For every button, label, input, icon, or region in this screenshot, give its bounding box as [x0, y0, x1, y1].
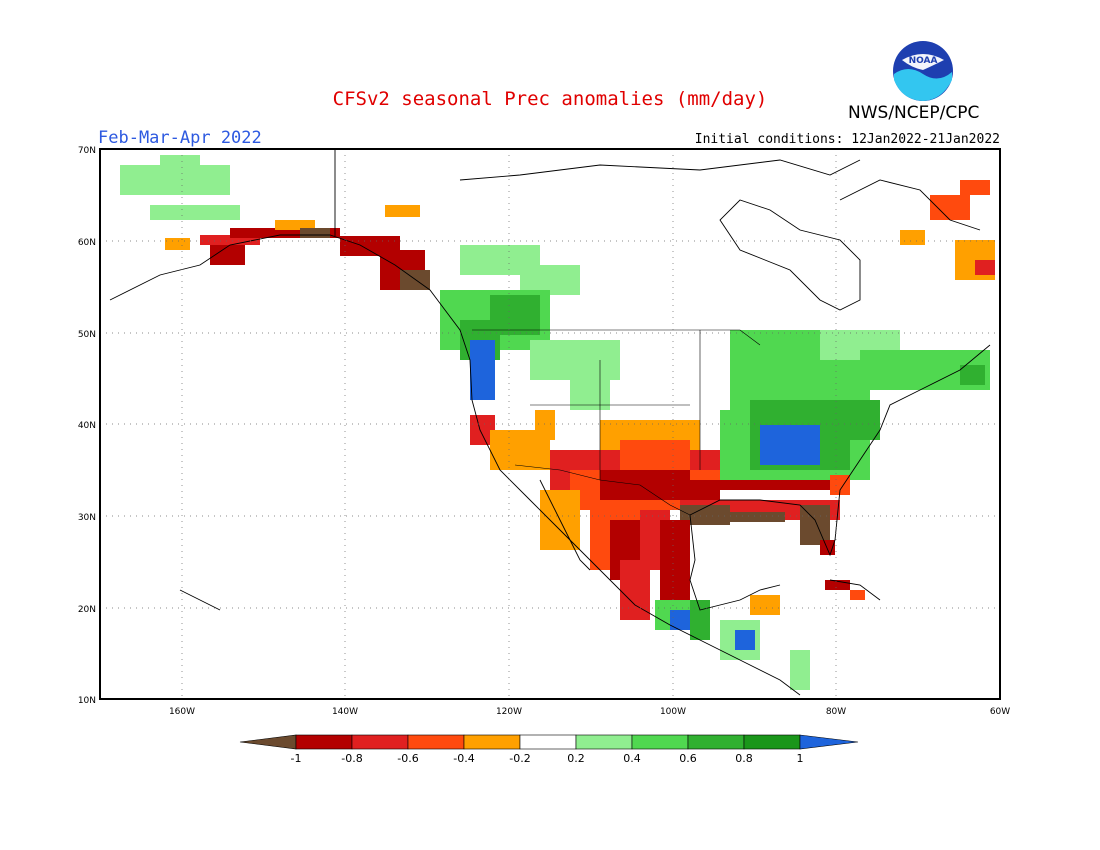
colorbar-label: 0.6: [679, 752, 697, 765]
lat-label: 10N: [78, 696, 96, 706]
colorbar-label: -0.2: [509, 752, 530, 765]
colorbar-swatch: [407, 734, 465, 750]
colorbar-swatch: [575, 734, 633, 750]
lat-label: 60N: [78, 238, 96, 248]
lon-label: 160W: [169, 707, 195, 717]
coastlines: [109, 150, 991, 696]
colorbar-label: 1: [797, 752, 804, 765]
graticule: [100, 149, 1000, 699]
colorbar: -1 -0.8 -0.6 -0.4 -0.2 0.2 0.4 0.6 0.8 1: [239, 734, 859, 765]
colorbar-label: -1: [291, 752, 302, 765]
map-title: CFSv2 seasonal Prec anomalies (mm/day): [332, 88, 768, 110]
colorbar-swatch: [687, 734, 745, 750]
lat-label: 30N: [78, 513, 96, 523]
colorbar-swatch: [519, 734, 577, 750]
colorbar-swatch: [631, 734, 689, 750]
lon-label: 120W: [496, 707, 522, 717]
colorbar-swatch: [463, 734, 521, 750]
lon-label: 140W: [332, 707, 358, 717]
latitude-labels: 70N 60N 50N 40N 30N 20N 10N: [78, 146, 96, 706]
lat-label: 40N: [78, 421, 96, 431]
noaa-logo-text: NOAA: [909, 56, 938, 66]
colorbar-label: -0.8: [341, 752, 362, 765]
lat-label: 20N: [78, 605, 96, 615]
colorbar-label: 0.8: [735, 752, 753, 765]
lon-label: 60W: [990, 707, 1010, 717]
lat-label: 50N: [78, 330, 96, 340]
colorbar-max-arrow: [799, 734, 859, 750]
lon-label: 100W: [660, 707, 686, 717]
colorbar-label: 0.2: [567, 752, 585, 765]
lon-label: 80W: [826, 707, 846, 717]
lat-label: 70N: [78, 146, 96, 156]
colorbar-swatch: [351, 734, 409, 750]
initial-conditions: Initial conditions: 12Jan2022-21Jan2022: [694, 132, 1000, 147]
colorbar-swatch: [295, 734, 353, 750]
colorbar-swatch: [743, 734, 801, 750]
agency-label: NWS/NCEP/CPC: [848, 103, 980, 123]
colorbar-min-arrow: [239, 734, 297, 750]
colorbar-label: 0.4: [623, 752, 641, 765]
longitude-labels: 160W 140W 120W 100W 80W 60W: [169, 707, 1010, 717]
noaa-logo: NOAA: [893, 41, 953, 101]
forecast-period: Feb-Mar-Apr 2022: [98, 128, 262, 148]
colorbar-label: -0.4: [453, 752, 474, 765]
political-borders: [472, 329, 761, 516]
anomaly-field: [120, 155, 995, 690]
map-border: [99, 148, 1001, 700]
colorbar-label: -0.6: [397, 752, 418, 765]
